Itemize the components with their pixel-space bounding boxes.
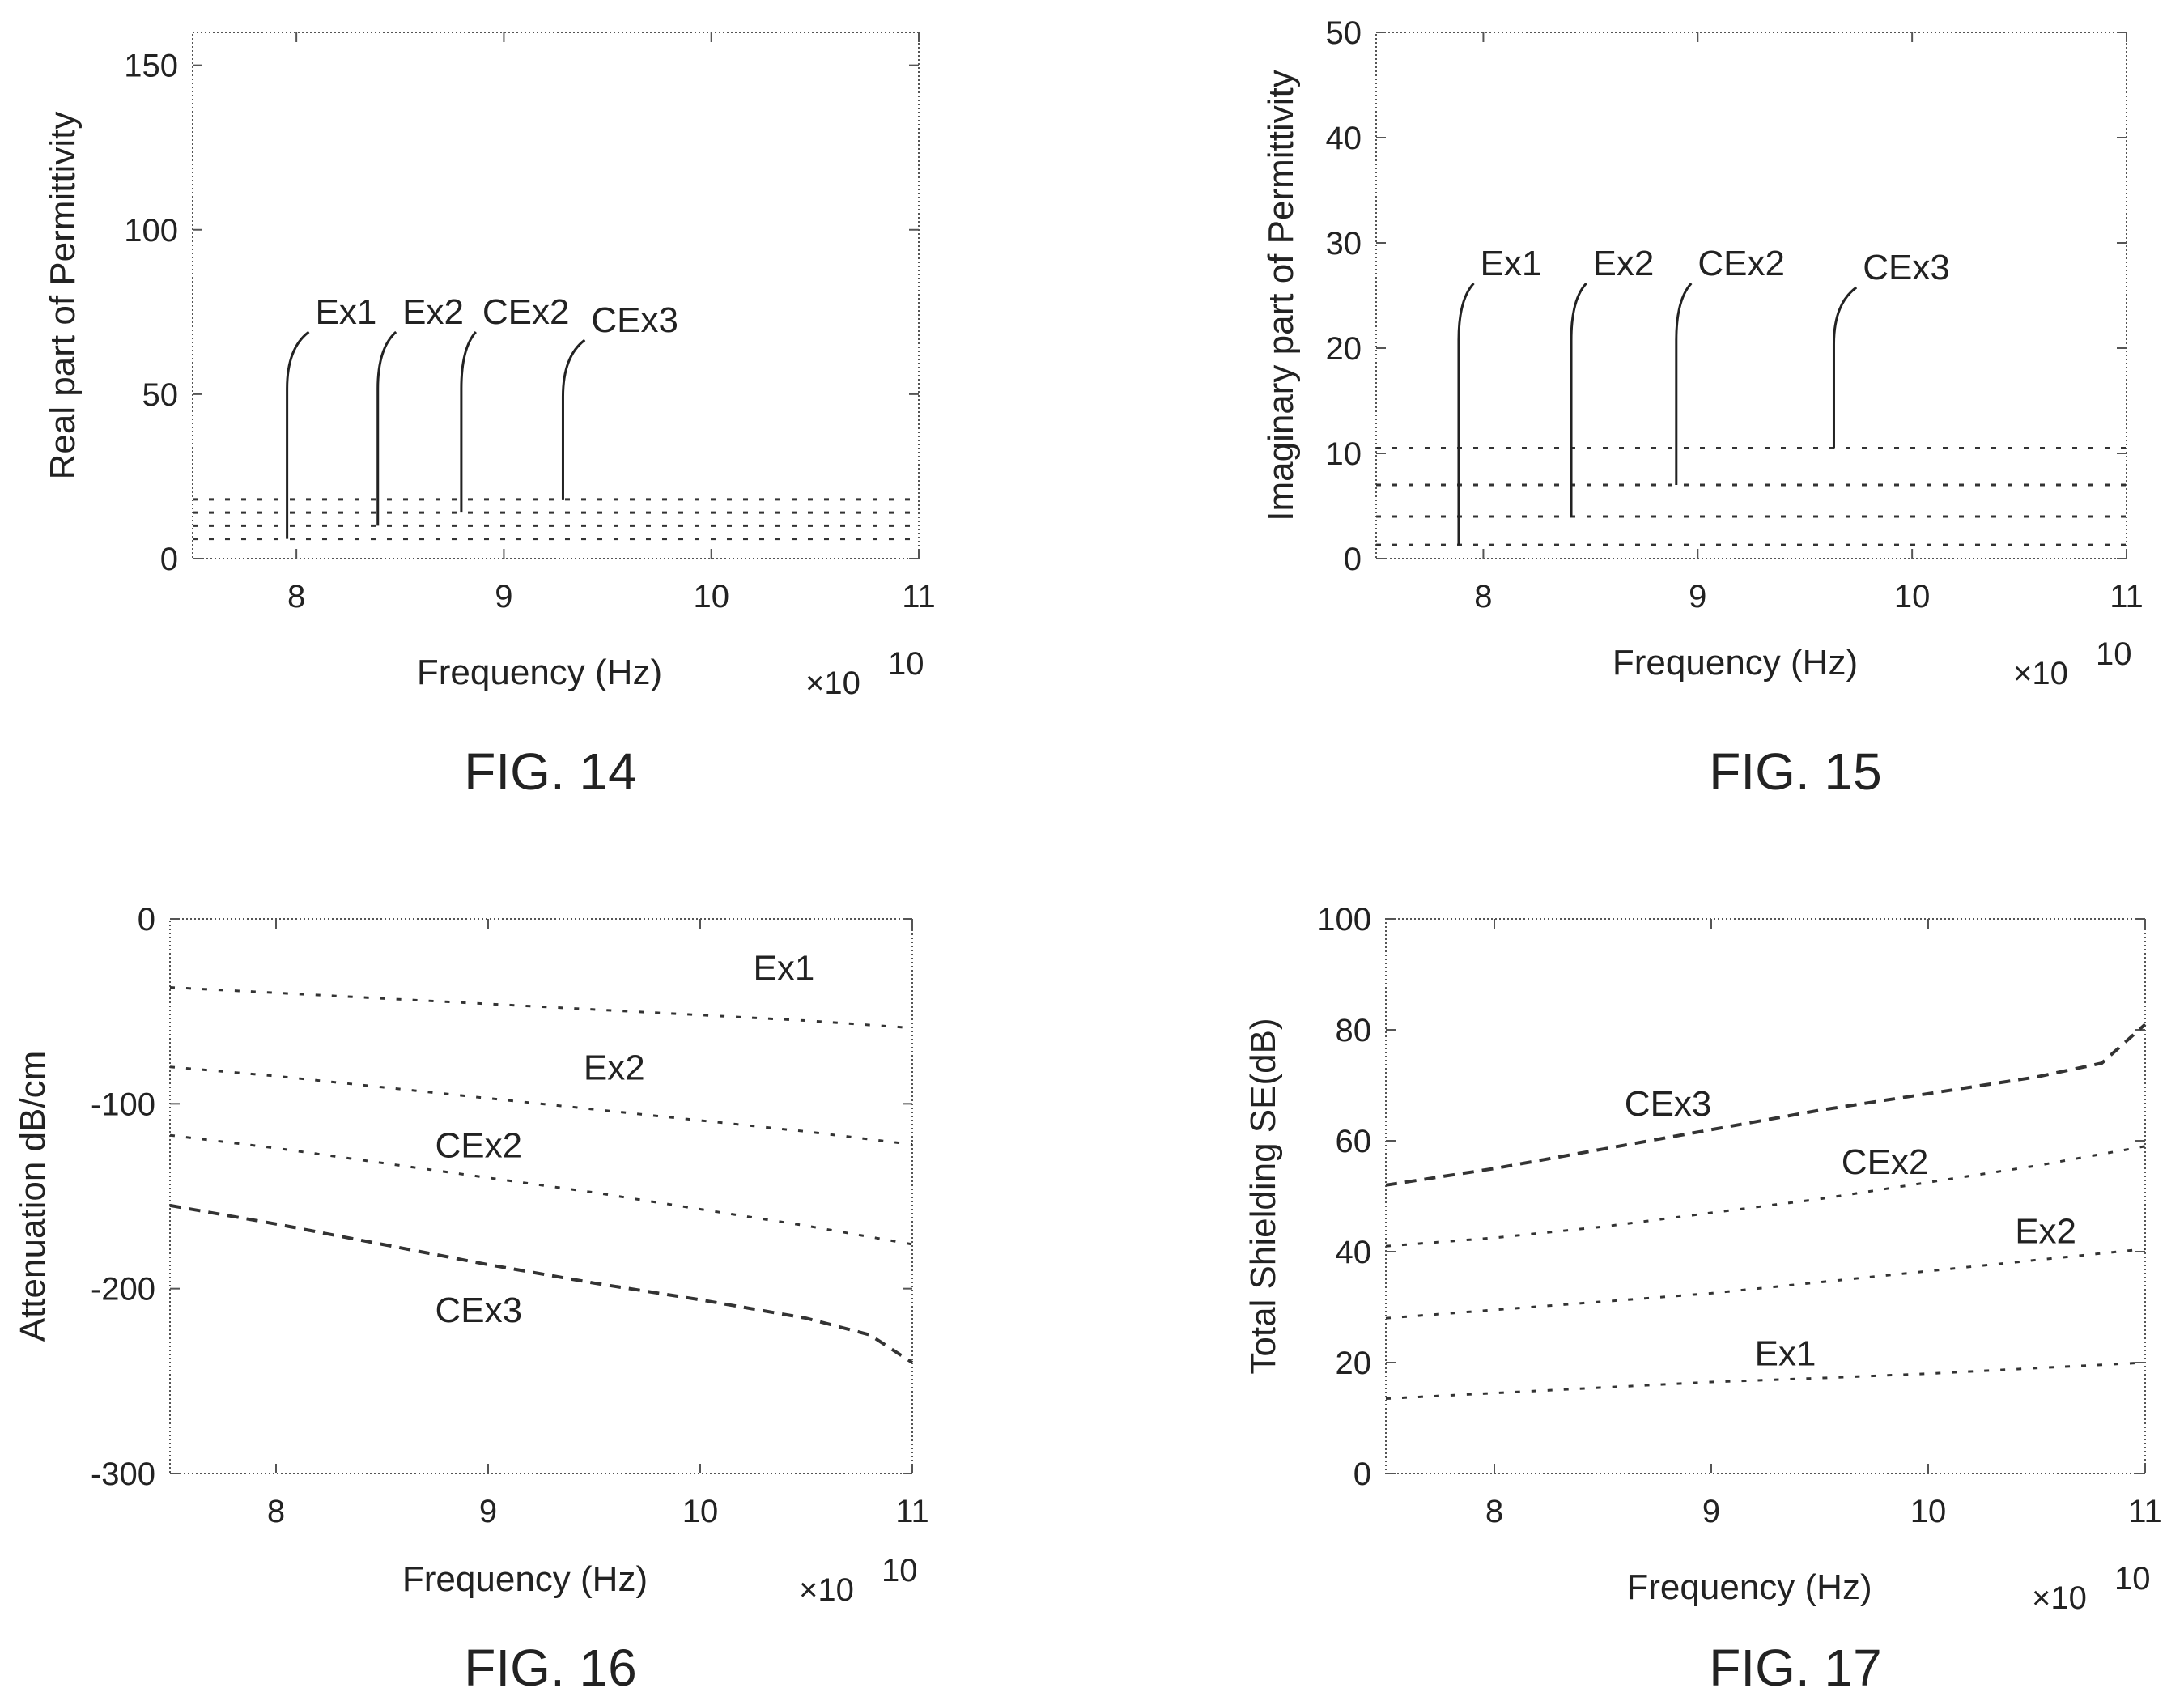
leader-line-cex2: [460, 330, 477, 513]
series-line-ex1: [1385, 1361, 2146, 1400]
y-tick-label: 40: [1336, 1235, 1372, 1270]
y-axis-label: Imaginary part of Permittivity: [1261, 70, 1301, 521]
series-label-ex1: Ex1: [754, 948, 815, 988]
y-tick-label: 20: [1336, 1346, 1372, 1381]
y-tick-label: -200: [91, 1272, 155, 1308]
x-multiplier-exponent: 10: [882, 1553, 918, 1588]
series-label-ex2: Ex2: [584, 1048, 645, 1088]
y-axis-label: Attenuation dB/cm: [13, 1051, 53, 1342]
x-axis-label: Frequency (Hz): [1613, 643, 1858, 683]
series-label-cex2: CEx2: [436, 1126, 523, 1166]
x-multiplier: ×10: [2013, 656, 2068, 691]
leader-line-cex3: [561, 338, 586, 500]
y-tick-label: 0: [138, 902, 155, 938]
x-tick-label: 10: [1894, 579, 1931, 614]
x-tick-label: 10: [693, 579, 729, 614]
y-tick-label: -100: [91, 1087, 155, 1122]
y-axis-label: Total Shielding SE(dB): [1243, 1018, 1283, 1374]
x-multiplier: ×10: [799, 1572, 854, 1608]
x-tick-label: 8: [1474, 579, 1492, 614]
leader-line-ex2: [376, 330, 397, 526]
series-line-ex2: [1385, 1248, 2146, 1320]
figure-caption: FIG. 16: [464, 1639, 636, 1697]
x-axis-label: Frequency (Hz): [417, 653, 662, 692]
y-tick-label: 50: [1326, 15, 1362, 51]
x-tick-label: 9: [479, 1494, 497, 1529]
series-label-ex1: Ex1: [1755, 1333, 1816, 1373]
x-multiplier-exponent: 10: [2114, 1561, 2151, 1597]
series-line-ex1: [169, 986, 913, 1030]
leader-line-cex3: [1832, 286, 1858, 449]
fig-14-chart: 8 9 10 11 0 50 100 150 Frequency (Hz) Real part o…: [43, 32, 936, 801]
y-tick-label: 20: [1326, 331, 1362, 367]
x-tick-label: 10: [1910, 1494, 1947, 1529]
y-tick-label: 60: [1336, 1124, 1372, 1159]
plot-frame: [192, 32, 920, 559]
series-label-cex2: CEx2: [1842, 1142, 1929, 1182]
x-axis-label: Frequency (Hz): [1626, 1567, 1872, 1607]
figure-caption: FIG. 15: [1709, 742, 1881, 801]
x-tick-label: 11: [895, 1494, 929, 1529]
x-multiplier-exponent: 10: [2096, 636, 2132, 672]
series-label-cex3: CEx3: [436, 1291, 523, 1330]
series-line-ex2: [169, 1065, 913, 1146]
x-tick-label: 9: [1702, 1494, 1720, 1529]
series-label-ex2: Ex2: [2015, 1212, 2076, 1252]
y-tick-label: 0: [1353, 1456, 1371, 1492]
leader-line-ex1: [286, 330, 310, 539]
x-tick-label: 10: [682, 1494, 719, 1529]
x-tick-label: 9: [1689, 579, 1706, 614]
leader-line-ex2: [1570, 282, 1587, 517]
x-tick-label: 8: [1485, 1494, 1503, 1529]
series-label-cex2: CEx2: [482, 292, 570, 332]
series-label-cex3: CEx3: [1863, 248, 1950, 287]
x-axis-label: Frequency (Hz): [402, 1559, 648, 1599]
y-tick-label: 100: [124, 213, 178, 249]
series-line-cex2: [169, 1133, 913, 1246]
series-line-cex3: [1385, 1023, 2147, 1187]
x-tick-label: 9: [495, 579, 512, 614]
plot-frame: [1385, 918, 2146, 1474]
series-label-ex2: Ex2: [402, 292, 464, 332]
x-tick-label: 11: [902, 579, 936, 614]
fig-17-chart: 8 9 10 11 0 20 40 60 80 100 Frequency (Hz) Total Sh…: [1243, 902, 2162, 1697]
x-tick-label: 8: [267, 1494, 285, 1529]
x-multiplier: ×10: [805, 666, 860, 701]
y-tick-label: 40: [1326, 121, 1362, 156]
x-tick-label: 11: [2110, 579, 2144, 614]
series-label-cex3: CEx3: [591, 300, 678, 340]
series-label-ex1: Ex1: [1481, 244, 1542, 283]
plot-frame: [169, 918, 913, 1474]
x-multiplier: ×10: [2032, 1580, 2087, 1616]
series-label-cex2: CEx2: [1697, 244, 1785, 283]
y-axis-label: Real part of Permittivity: [43, 112, 83, 480]
y-tick-label: -300: [91, 1456, 155, 1492]
y-tick-label: 150: [124, 49, 178, 84]
y-tick-label: 0: [1344, 542, 1362, 577]
y-tick-label: 80: [1336, 1013, 1372, 1048]
y-tick-label: 10: [1326, 436, 1362, 472]
series-label-ex2: Ex2: [1593, 244, 1655, 283]
figure-caption: FIG. 14: [464, 742, 636, 801]
series-label-ex1: Ex1: [316, 292, 377, 332]
y-tick-label: 0: [160, 542, 178, 577]
leader-line-ex1: [1457, 282, 1475, 546]
x-tick-label: 8: [287, 579, 305, 614]
x-multiplier-exponent: 10: [888, 646, 924, 682]
y-tick-label: 30: [1326, 226, 1362, 262]
y-tick-label: 50: [142, 377, 179, 413]
fig-15-chart: 8 9 10 11 0 10 20 30 40 50 Frequency (Hz) Imaginary…: [1261, 15, 2144, 801]
y-tick-label: 100: [1317, 902, 1371, 938]
series-label-cex3: CEx3: [1625, 1084, 1712, 1124]
figure-caption: FIG. 17: [1709, 1639, 1881, 1697]
x-tick-label: 11: [2128, 1494, 2162, 1529]
leader-line-cex2: [1675, 282, 1693, 485]
series-line-cex3: [169, 1203, 914, 1364]
fig-16-chart: 8 9 10 11 -300 -200 -100 0 Frequency (Hz) Attenua…: [13, 902, 929, 1697]
plot-frame: [1375, 32, 2127, 559]
